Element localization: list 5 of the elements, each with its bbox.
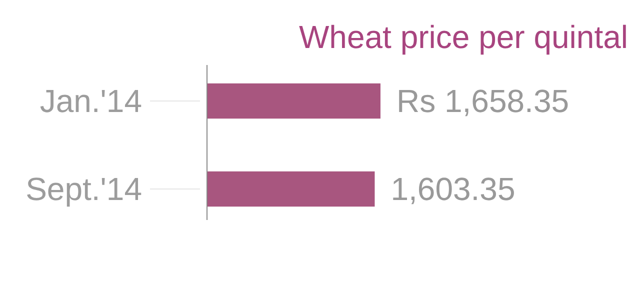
y-tick-label: Sept.'14 <box>26 171 142 208</box>
y-tick-label: Jan.'14 <box>40 83 142 120</box>
data-label: Rs 1,658.35 <box>396 83 570 120</box>
data-label: 1,603.35 <box>390 171 516 208</box>
text: Wheat price per quintal <box>298 19 628 55</box>
